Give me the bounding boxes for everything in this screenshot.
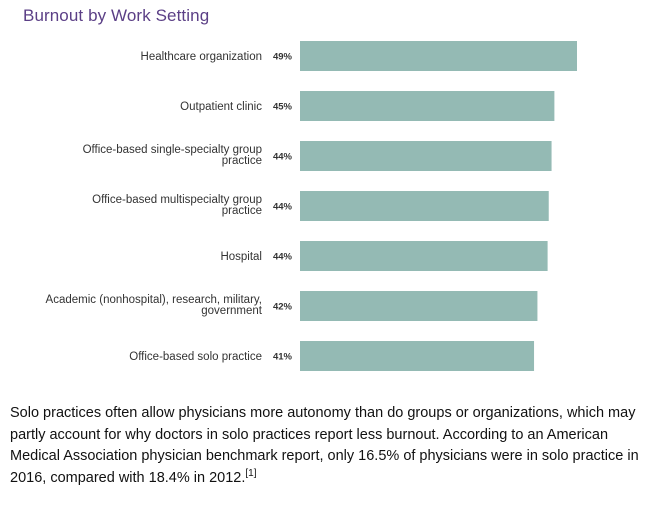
value-label: 45% — [273, 102, 293, 113]
bar — [300, 241, 548, 271]
category-label: Healthcare organization — [141, 51, 262, 63]
caption: Solo practices often allow physicians mo… — [10, 403, 640, 489]
value-label: 44% — [273, 152, 293, 163]
category-label: Hospital — [220, 251, 262, 263]
bar — [300, 191, 549, 221]
category-label: Office-based multispecialty group practic… — [92, 194, 262, 217]
value-label: 42% — [273, 302, 293, 313]
category-label: Outpatient clinic — [180, 101, 262, 113]
chart-title: Burnout by Work Setting — [23, 6, 210, 25]
bar — [300, 41, 577, 71]
reference-link[interactable]: [1] — [245, 467, 257, 479]
value-label: 41% — [273, 352, 293, 363]
caption-text: Solo practices often allow physicians mo… — [10, 405, 639, 486]
category-label: Office-based single-specialty group pract… — [83, 144, 262, 167]
category-label: Office-based solo practice — [129, 351, 262, 363]
bar — [300, 291, 538, 321]
bar — [300, 341, 535, 371]
value-label: 44% — [273, 252, 293, 263]
value-label: 49% — [273, 52, 293, 63]
category-label: Academic (nonhospital), research, milita… — [46, 294, 263, 317]
bar-chart: 49% Healthcare organization 45% Outpatient … — [46, 41, 577, 371]
bar — [300, 91, 555, 121]
bar — [300, 141, 552, 171]
value-label: 44% — [273, 202, 293, 213]
